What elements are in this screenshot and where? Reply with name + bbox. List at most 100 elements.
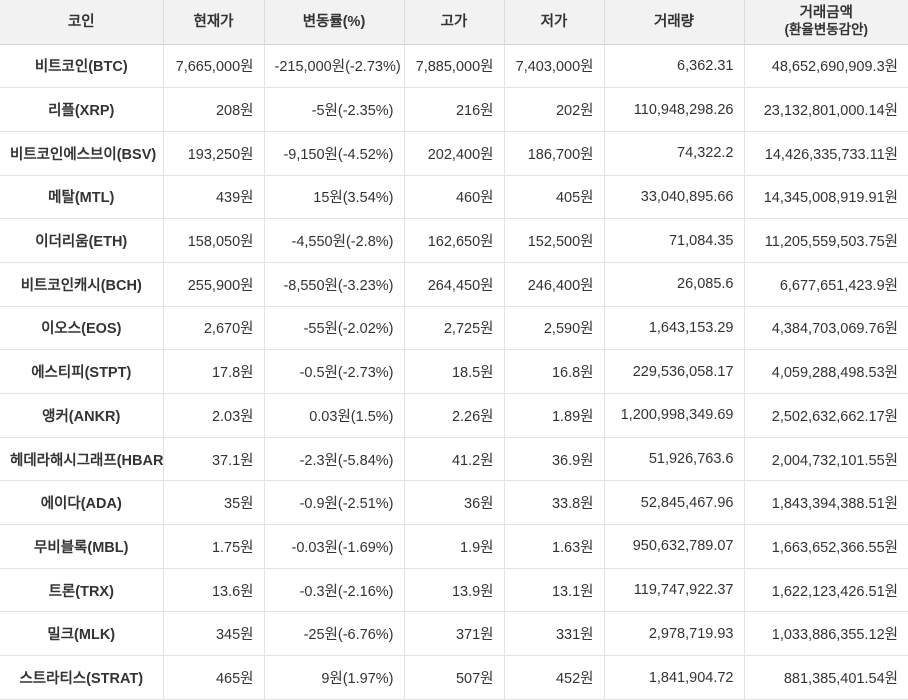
cell-trade-amount: 1,843,394,388.51원 — [744, 480, 908, 526]
column-header-trade-amount-sublabel: (환율변동감안) — [784, 22, 868, 38]
cell-trade-amount: 1,663,652,366.55원 — [744, 524, 908, 569]
cell-coin[interactable]: 비트코인캐시(BCH) — [0, 262, 164, 307]
cell-high-price: 18.5원 — [404, 349, 505, 394]
coin-name: 비트코인캐시(BCH) — [20, 277, 142, 294]
table-row[interactable]: 에이다(ADA) 35원 -0.9원(-2.51%) 36원 33.8원 52,845,4… — [0, 480, 908, 526]
cell-trade-amount: 11,205,559,503.75원 — [744, 218, 908, 263]
cell-coin[interactable]: 트론(TRX) — [0, 568, 164, 613]
coin-name: 트론(TRX) — [48, 583, 114, 600]
cell-volume: 119,747,922.37 — [604, 568, 745, 613]
cell-high-price: 202,400원 — [404, 131, 505, 176]
cell-coin[interactable]: 무비블록(MBL) — [0, 524, 164, 569]
cell-trade-amount: 1,033,886,355.12원 — [744, 611, 908, 657]
coin-name: 메탈(MTL) — [48, 190, 115, 207]
cell-current-price: 2.03원 — [163, 393, 265, 438]
table-row[interactable]: 에스티피(STPT) 17.8원 -0.5원(-2.73%) 18.5원 16.8원 22… — [0, 349, 908, 394]
table-row[interactable]: 스트라티스(STRAT) 465원 9원(1.97%) 507원 452원 1,841,9… — [0, 655, 908, 700]
column-header-change-rate[interactable]: 변동률(%) — [264, 0, 405, 45]
cell-trade-amount: 2,004,732,101.55원 — [744, 437, 908, 482]
cell-volume: 1,200,998,349.69 — [604, 393, 745, 438]
column-header-change-rate-label: 변동률(%) — [302, 13, 366, 30]
coin-name: 밀크(MLK) — [47, 627, 116, 644]
cell-trade-amount: 4,059,288,498.53원 — [744, 349, 908, 394]
cell-coin[interactable]: 비트코인에스브이(BSV) — [0, 131, 164, 176]
cell-coin[interactable]: 스트라티스(STRAT) — [0, 655, 164, 700]
cell-change-rate: -0.9원(-2.51%) — [264, 480, 405, 526]
cell-high-price: 371원 — [404, 611, 505, 657]
cell-coin[interactable]: 비트코인(BTC) — [0, 44, 164, 89]
table-row[interactable]: 메탈(MTL) 439원 15원(3.54%) 460원 405원 33,040,895.… — [0, 175, 908, 220]
cell-low-price: 202원 — [504, 87, 605, 132]
coin-name: 비트코인(BTC) — [34, 59, 128, 76]
table-row[interactable]: 이더리움(ETH) 158,050원 -4,550원(-2.8%) 162,650원 1… — [0, 218, 908, 263]
column-header-high-price[interactable]: 고가 — [404, 0, 505, 45]
cell-coin[interactable]: 이오스(EOS) — [0, 306, 164, 351]
cell-current-price: 345원 — [163, 611, 265, 657]
cell-volume: 6,362.31 — [604, 44, 745, 89]
cell-current-price: 208원 — [163, 87, 265, 132]
table-row[interactable]: 트론(TRX) 13.6원 -0.3원(-2.16%) 13.9원 13.1원 119,7… — [0, 568, 908, 613]
cell-volume: 110,948,298.26 — [604, 87, 745, 132]
cell-current-price: 1.75원 — [163, 524, 265, 569]
cell-coin[interactable]: 헤데라해시그래프(HBAR) — [0, 437, 164, 482]
coin-name: 이더리움(ETH) — [35, 234, 128, 251]
column-header-volume[interactable]: 거래량 — [604, 0, 745, 45]
coin-name: 리플(XRP) — [48, 103, 115, 120]
cell-trade-amount: 1,622,123,426.51원 — [744, 568, 908, 613]
coin-name: 이오스(EOS) — [41, 321, 122, 338]
cell-coin[interactable]: 메탈(MTL) — [0, 175, 164, 220]
cell-current-price: 439원 — [163, 175, 265, 220]
column-header-low-price-label: 저가 — [540, 13, 568, 30]
cell-high-price: 36원 — [404, 480, 505, 526]
cell-volume: 1,643,153.29 — [604, 306, 745, 351]
column-header-current-price[interactable]: 현재가 — [163, 0, 265, 45]
cell-coin[interactable]: 앵커(ANKR) — [0, 393, 164, 438]
table-row[interactable]: 무비블록(MBL) 1.75원 -0.03원(-1.69%) 1.9원 1.63원 950… — [0, 524, 908, 569]
cell-change-rate: -4,550원(-2.8%) — [264, 218, 405, 263]
cell-coin[interactable]: 에이다(ADA) — [0, 480, 164, 526]
coin-name: 스트라티스(STRAT) — [19, 671, 144, 688]
coin-name: 앵커(ANKR) — [42, 408, 121, 425]
cell-low-price: 186,700원 — [504, 131, 605, 176]
cell-high-price: 507원 — [404, 655, 505, 700]
cell-low-price: 33.8원 — [504, 480, 605, 526]
cell-trade-amount: 4,384,703,069.76원 — [744, 306, 908, 351]
cell-volume: 33,040,895.66 — [604, 175, 745, 220]
cell-volume: 2,978,719.93 — [604, 611, 745, 657]
cell-trade-amount: 23,132,801,000.14원 — [744, 87, 908, 132]
coin-name: 헤데라해시그래프(HBAR) — [10, 452, 163, 469]
column-header-trade-amount[interactable]: 거래금액 (환율변동감안) — [744, 0, 908, 45]
cell-trade-amount: 6,677,651,423.9원 — [744, 262, 908, 307]
cell-high-price: 1.9원 — [404, 524, 505, 569]
cell-volume: 950,632,789.07 — [604, 524, 745, 569]
coin-name: 비트코인에스브이(BSV) — [10, 146, 157, 163]
table-row[interactable]: 헤데라해시그래프(HBAR) 37.1원 -2.3원(-5.84%) 41.2원 36.… — [0, 437, 908, 482]
cell-coin[interactable]: 밀크(MLK) — [0, 611, 164, 657]
cell-coin[interactable]: 리플(XRP) — [0, 87, 164, 132]
cell-low-price: 152,500원 — [504, 218, 605, 263]
cell-low-price: 405원 — [504, 175, 605, 220]
table-row[interactable]: 앵커(ANKR) 2.03원 0.03원(1.5%) 2.26원 1.89원 1,200,… — [0, 393, 908, 438]
table-row[interactable]: 이오스(EOS) 2,670원 -55원(-2.02%) 2,725원 2,590원 1,… — [0, 306, 908, 351]
cell-change-rate: -2.3원(-5.84%) — [264, 437, 405, 482]
cell-low-price: 2,590원 — [504, 306, 605, 351]
cell-change-rate: -8,550원(-3.23%) — [264, 262, 405, 307]
cell-high-price: 41.2원 — [404, 437, 505, 482]
table-row[interactable]: 밀크(MLK) 345원 -25원(-6.76%) 371원 331원 2,978,719… — [0, 611, 908, 657]
cell-current-price: 158,050원 — [163, 218, 265, 263]
column-header-low-price[interactable]: 저가 — [504, 0, 605, 45]
cell-high-price: 162,650원 — [404, 218, 505, 263]
table-row[interactable]: 비트코인에스브이(BSV) 193,250원 -9,150원(-4.52%) 202,… — [0, 131, 908, 176]
table-row[interactable]: 비트코인캐시(BCH) 255,900원 -8,550원(-3.23%) 264,45… — [0, 262, 908, 307]
cell-change-rate: -0.5원(-2.73%) — [264, 349, 405, 394]
cell-low-price: 246,400원 — [504, 262, 605, 307]
table-row[interactable]: 리플(XRP) 208원 -5원(-2.35%) 216원 202원 110,948,29… — [0, 87, 908, 132]
cell-coin[interactable]: 이더리움(ETH) — [0, 218, 164, 263]
column-header-coin[interactable]: 코인 — [0, 0, 164, 45]
table-row[interactable]: 비트코인(BTC) 7,665,000원 -215,000원(-2.73%) 7,88… — [0, 44, 908, 89]
cell-change-rate: 0.03원(1.5%) — [264, 393, 405, 438]
cell-volume: 51,926,763.6 — [604, 437, 745, 482]
coin-name: 에이다(ADA) — [40, 496, 122, 513]
cell-coin[interactable]: 에스티피(STPT) — [0, 349, 164, 394]
